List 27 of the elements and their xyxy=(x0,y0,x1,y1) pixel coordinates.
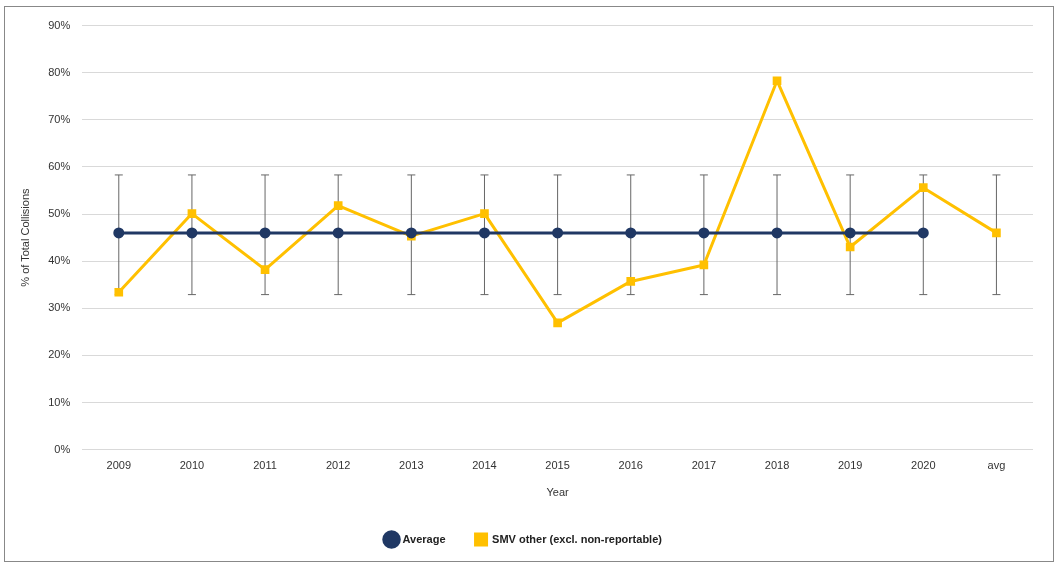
x-tick-label: 2016 xyxy=(618,459,643,472)
legend-label: Average xyxy=(402,532,446,545)
x-tick-label: 2018 xyxy=(764,459,790,472)
y-axis-title: % of Total Collisions xyxy=(18,187,31,287)
x-tick-label: 2020 xyxy=(911,459,936,472)
x-tick-label: 2017 xyxy=(691,459,717,472)
x-axis-title: Year xyxy=(546,486,570,499)
x-tick-label: 2019 xyxy=(837,459,863,472)
x-tick-label: 2010 xyxy=(179,459,205,472)
y-tick-label: 70% xyxy=(48,112,71,125)
x-tick-label: 2011 xyxy=(253,459,277,472)
x-tick-label: 2015 xyxy=(545,459,570,472)
y-tick-label: 90% xyxy=(48,18,71,31)
y-tick-label: 40% xyxy=(48,254,71,267)
x-tick-label: 2012 xyxy=(325,459,351,472)
x-tick-label: 2014 xyxy=(472,459,497,472)
legend-label: SMV other (excl. non-reportable) xyxy=(492,532,663,545)
y-tick-label: 0% xyxy=(54,442,71,455)
y-tick-label: 30% xyxy=(48,301,71,314)
y-tick-label: 20% xyxy=(48,348,71,361)
y-tick-label: 50% xyxy=(48,207,71,220)
y-tick-label: 80% xyxy=(48,65,71,78)
y-tick-label: 10% xyxy=(48,395,71,408)
y-tick-label: 60% xyxy=(48,159,71,172)
x-tick-label: 2009 xyxy=(106,459,132,472)
x-tick-label: 2013 xyxy=(399,459,424,472)
x-tick-label: avg xyxy=(987,459,1006,472)
